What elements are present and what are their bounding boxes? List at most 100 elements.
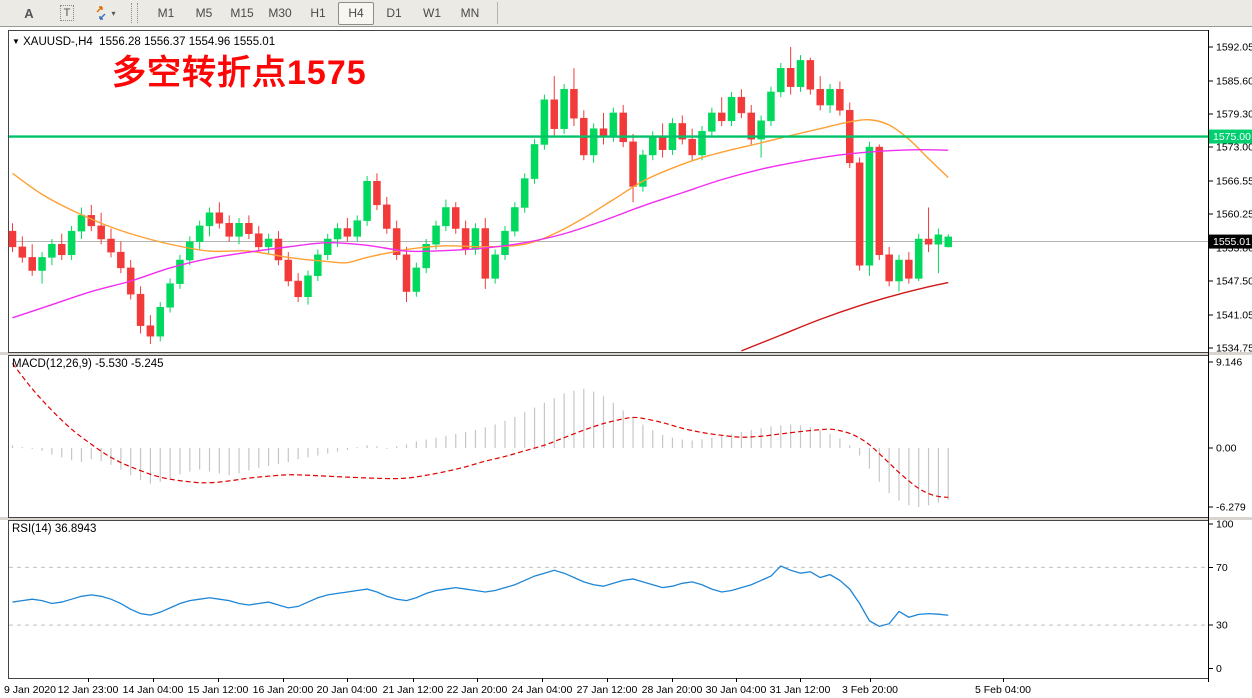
time-axis-label: 27 Jan 12:00 [577,684,638,696]
time-axis-label: 9 Jan 2020 [4,684,56,696]
time-axis-label: 12 Jan 23:00 [58,684,119,696]
text-box-icon: T [59,5,75,21]
timeframe-button-M30[interactable]: M30 [268,6,292,20]
text-box-tool-button[interactable]: T [49,2,85,25]
panel-splitter[interactable] [0,352,1252,355]
candle-up [639,149,647,192]
timeframe-button-W1[interactable]: W1 [423,6,441,20]
candle-up [195,220,204,250]
time-axis-label: 5 Feb 04:00 [975,684,1031,696]
candle-down [402,246,411,303]
price-axis-label: -6.279 [1216,502,1246,514]
candle-up [727,91,736,127]
time-axis-label: 16 Jan 20:00 [253,684,314,696]
time-axis-label: 15 Jan 12:00 [188,684,249,696]
price-axis-label: 1560.25 [1216,209,1252,221]
price-axis[interactable]: 1592.05 1585.60 1579.30 1573.00 1566.55 1560.… [1208,30,1252,682]
candle-up [520,173,529,213]
candle-down [373,173,381,211]
candle-up [589,123,598,163]
candle-up [323,233,332,261]
candle-up [826,84,834,113]
ohlc-high: 1556.37 [143,36,186,48]
candle-up [363,175,371,226]
price-axis-label: 70 [1216,562,1228,574]
time-axis-label: 3 Feb 20:00 [842,684,898,696]
price-axis-label: 1592.05 [1216,42,1252,54]
candle-down [619,105,627,148]
candle-down [846,102,854,169]
candle-down [452,202,460,234]
timeframe-button-MN[interactable]: MN [460,6,480,20]
svg-text:1575.00: 1575.00 [1213,131,1251,143]
candle-down [343,217,352,242]
timeframe-button-M15[interactable]: M15 [230,6,254,20]
candle-up [865,141,874,276]
candle-down [392,220,401,261]
time-axis-label: 14 Jan 04:00 [123,684,184,696]
time-axis-label: 20 Jan 04:00 [317,684,378,696]
candle-up [235,217,243,245]
candle-down [294,273,302,303]
candle-down [678,115,687,145]
chevron-down-icon: ▾ [111,8,116,18]
ohlc-open: 1556.28 [99,36,141,48]
candle-down [383,196,391,234]
ohlc-close: 1555.01 [233,36,276,48]
panel-splitter[interactable] [0,517,1252,520]
time-axis-label: 24 Jan 04:00 [512,684,573,696]
price-axis-label: 1579.30 [1216,108,1252,120]
price-axis-label: 1566.55 [1216,175,1252,187]
candle-down [570,68,578,127]
toolbar-separator [497,2,498,24]
time-axis-label: 31 Jan 12:00 [770,684,831,696]
candle-up [314,249,322,282]
price-axis-label: 0 [1216,663,1222,675]
price-axis-label: 9.146 [1216,357,1242,369]
time-axis[interactable]: 9 Jan 2020 12 Jan 23:00 14 Jan 04:00 15 Jan… [4,678,1031,696]
candle-down [58,233,66,261]
price-axis-label: 0.00 [1216,443,1237,455]
candle-up [491,249,499,284]
price-axis-label: 100 [1216,519,1234,531]
candle-down [550,76,558,137]
rsi-line [12,565,949,628]
arrows-tool-icon [96,6,106,20]
rsi-title-label: RSI(14) [12,523,52,535]
svg-text:1555.01: 1555.01 [1213,236,1251,248]
macd-signal-line [12,363,949,498]
timeframe-button-M5[interactable]: M5 [195,6,213,20]
price-axis-label: 1585.60 [1216,75,1252,87]
candle-down [855,157,864,271]
candle-up [767,86,775,127]
candle-up [698,126,706,161]
candle-down [107,228,115,258]
toolbar: A T ▾ M1 M5 M15 M30 H1 H4 D1 W1 MN [0,0,1252,27]
candle-up [914,233,923,282]
candle-up [530,139,539,184]
rsi-indicator [9,565,1208,628]
hline-price-tag: 1575.00 [1209,129,1252,144]
toolbar-drag-handle[interactable] [131,3,138,23]
candle-up [186,236,194,266]
candle-up [422,238,430,274]
timeframe-button-H1[interactable]: H1 [310,6,326,20]
arrows-tool-button[interactable]: ▾ [87,2,123,25]
text-label-tool-button[interactable]: A [11,2,47,25]
timeframe-button-H4[interactable]: H4 [338,1,374,25]
candle-up [501,225,509,261]
timeframe-button-D1[interactable]: D1 [386,6,402,20]
timeframe-button-group: M1 M5 M15 M30 H1 H4 D1 W1 MN [147,1,489,25]
candle-down [806,57,815,95]
candle-up [934,228,943,274]
chart-annotation-text[interactable]: 多空转折点1575 [112,54,367,92]
candle-up [540,94,549,150]
timeframe-button-M1[interactable]: M1 [157,6,175,20]
symbol-label: XAUUSD-,H4 [23,36,93,48]
ohlc-low: 1554.96 [188,36,231,48]
collapse-arrow-icon: ▼ [12,37,20,46]
candle-down [836,81,844,116]
rsi-title: RSI(14) 36.8943 [12,523,96,535]
